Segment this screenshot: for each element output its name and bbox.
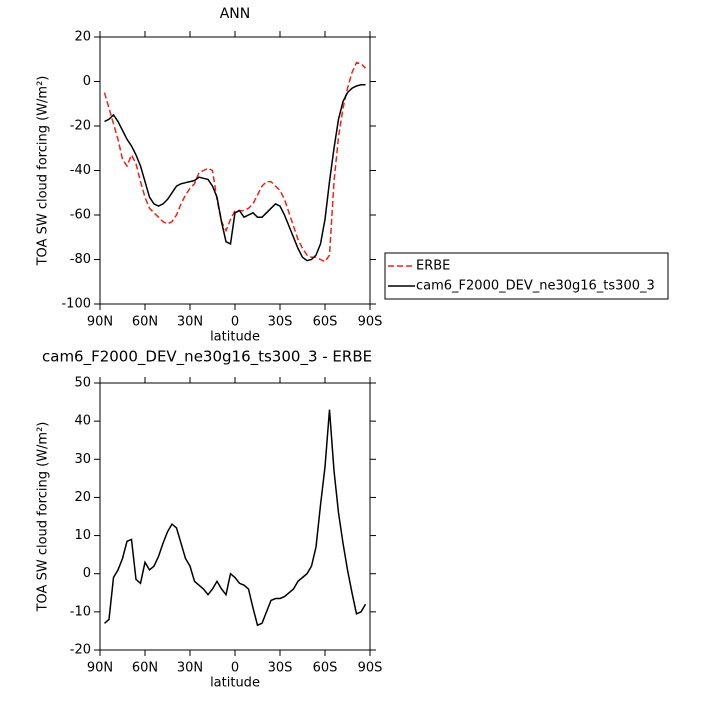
plot-frame	[99, 36, 371, 305]
x-axis-label: latitude	[210, 676, 260, 691]
x-axis-label: latitude	[210, 330, 260, 345]
x-tick-label: 30S	[268, 661, 293, 676]
legend-label: ERBE	[416, 259, 450, 274]
x-tick-label: 0	[231, 661, 239, 676]
y-axis-label: TOA SW cloud forcing (W/m²)	[36, 422, 51, 613]
x-tick-label: 90S	[358, 315, 383, 330]
y-tick-label: 50	[74, 376, 91, 391]
x-tick-label: 90S	[358, 661, 383, 676]
x-tick-label: 30N	[177, 315, 203, 330]
legend-label: cam6_F2000_DEV_ne30g16_ts300_3	[416, 279, 655, 294]
y-tick-label: 20	[74, 30, 91, 45]
chart-title: ANN	[220, 6, 251, 22]
series-line	[104, 84, 366, 262]
x-tick-label: 90N	[87, 661, 113, 676]
x-tick-label: 60S	[313, 661, 338, 676]
chart-title: cam6_F2000_DEV_ne30g16_ts300_3 - ERBE	[42, 348, 372, 367]
x-tick-label: 60S	[313, 315, 338, 330]
y-tick-label: -10	[70, 604, 91, 619]
y-tick-label: 0	[83, 566, 91, 581]
series-line	[104, 409, 367, 627]
y-tick-label: -80	[70, 252, 91, 267]
x-tick-label: 30S	[268, 315, 293, 330]
plot-frame	[99, 382, 371, 651]
y-tick-label: 10	[74, 528, 91, 543]
y-tick-label: -60	[70, 208, 91, 223]
series-line	[103, 61, 367, 263]
y-axis-label: TOA SW cloud forcing (W/m²)	[36, 76, 51, 267]
y-tick-label: 20	[74, 490, 91, 505]
legend: ERBE cam6_F2000_DEV_ne30g16_ts300_3	[384, 252, 669, 300]
x-tick-label: 60N	[132, 661, 158, 676]
y-tick-label: -20	[70, 643, 91, 658]
y-tick-label: 0	[83, 74, 91, 89]
y-tick-label: -20	[70, 119, 91, 134]
y-tick-label: -40	[70, 163, 91, 178]
legend-box	[384, 252, 669, 300]
y-tick-label: -100	[61, 297, 91, 312]
y-tick-label: 40	[74, 414, 91, 429]
y-tick-label: 30	[74, 452, 91, 467]
x-tick-label: 90N	[87, 315, 113, 330]
x-tick-label: 30N	[177, 661, 203, 676]
x-tick-label: 60N	[132, 315, 158, 330]
x-tick-label: 0	[231, 315, 239, 330]
